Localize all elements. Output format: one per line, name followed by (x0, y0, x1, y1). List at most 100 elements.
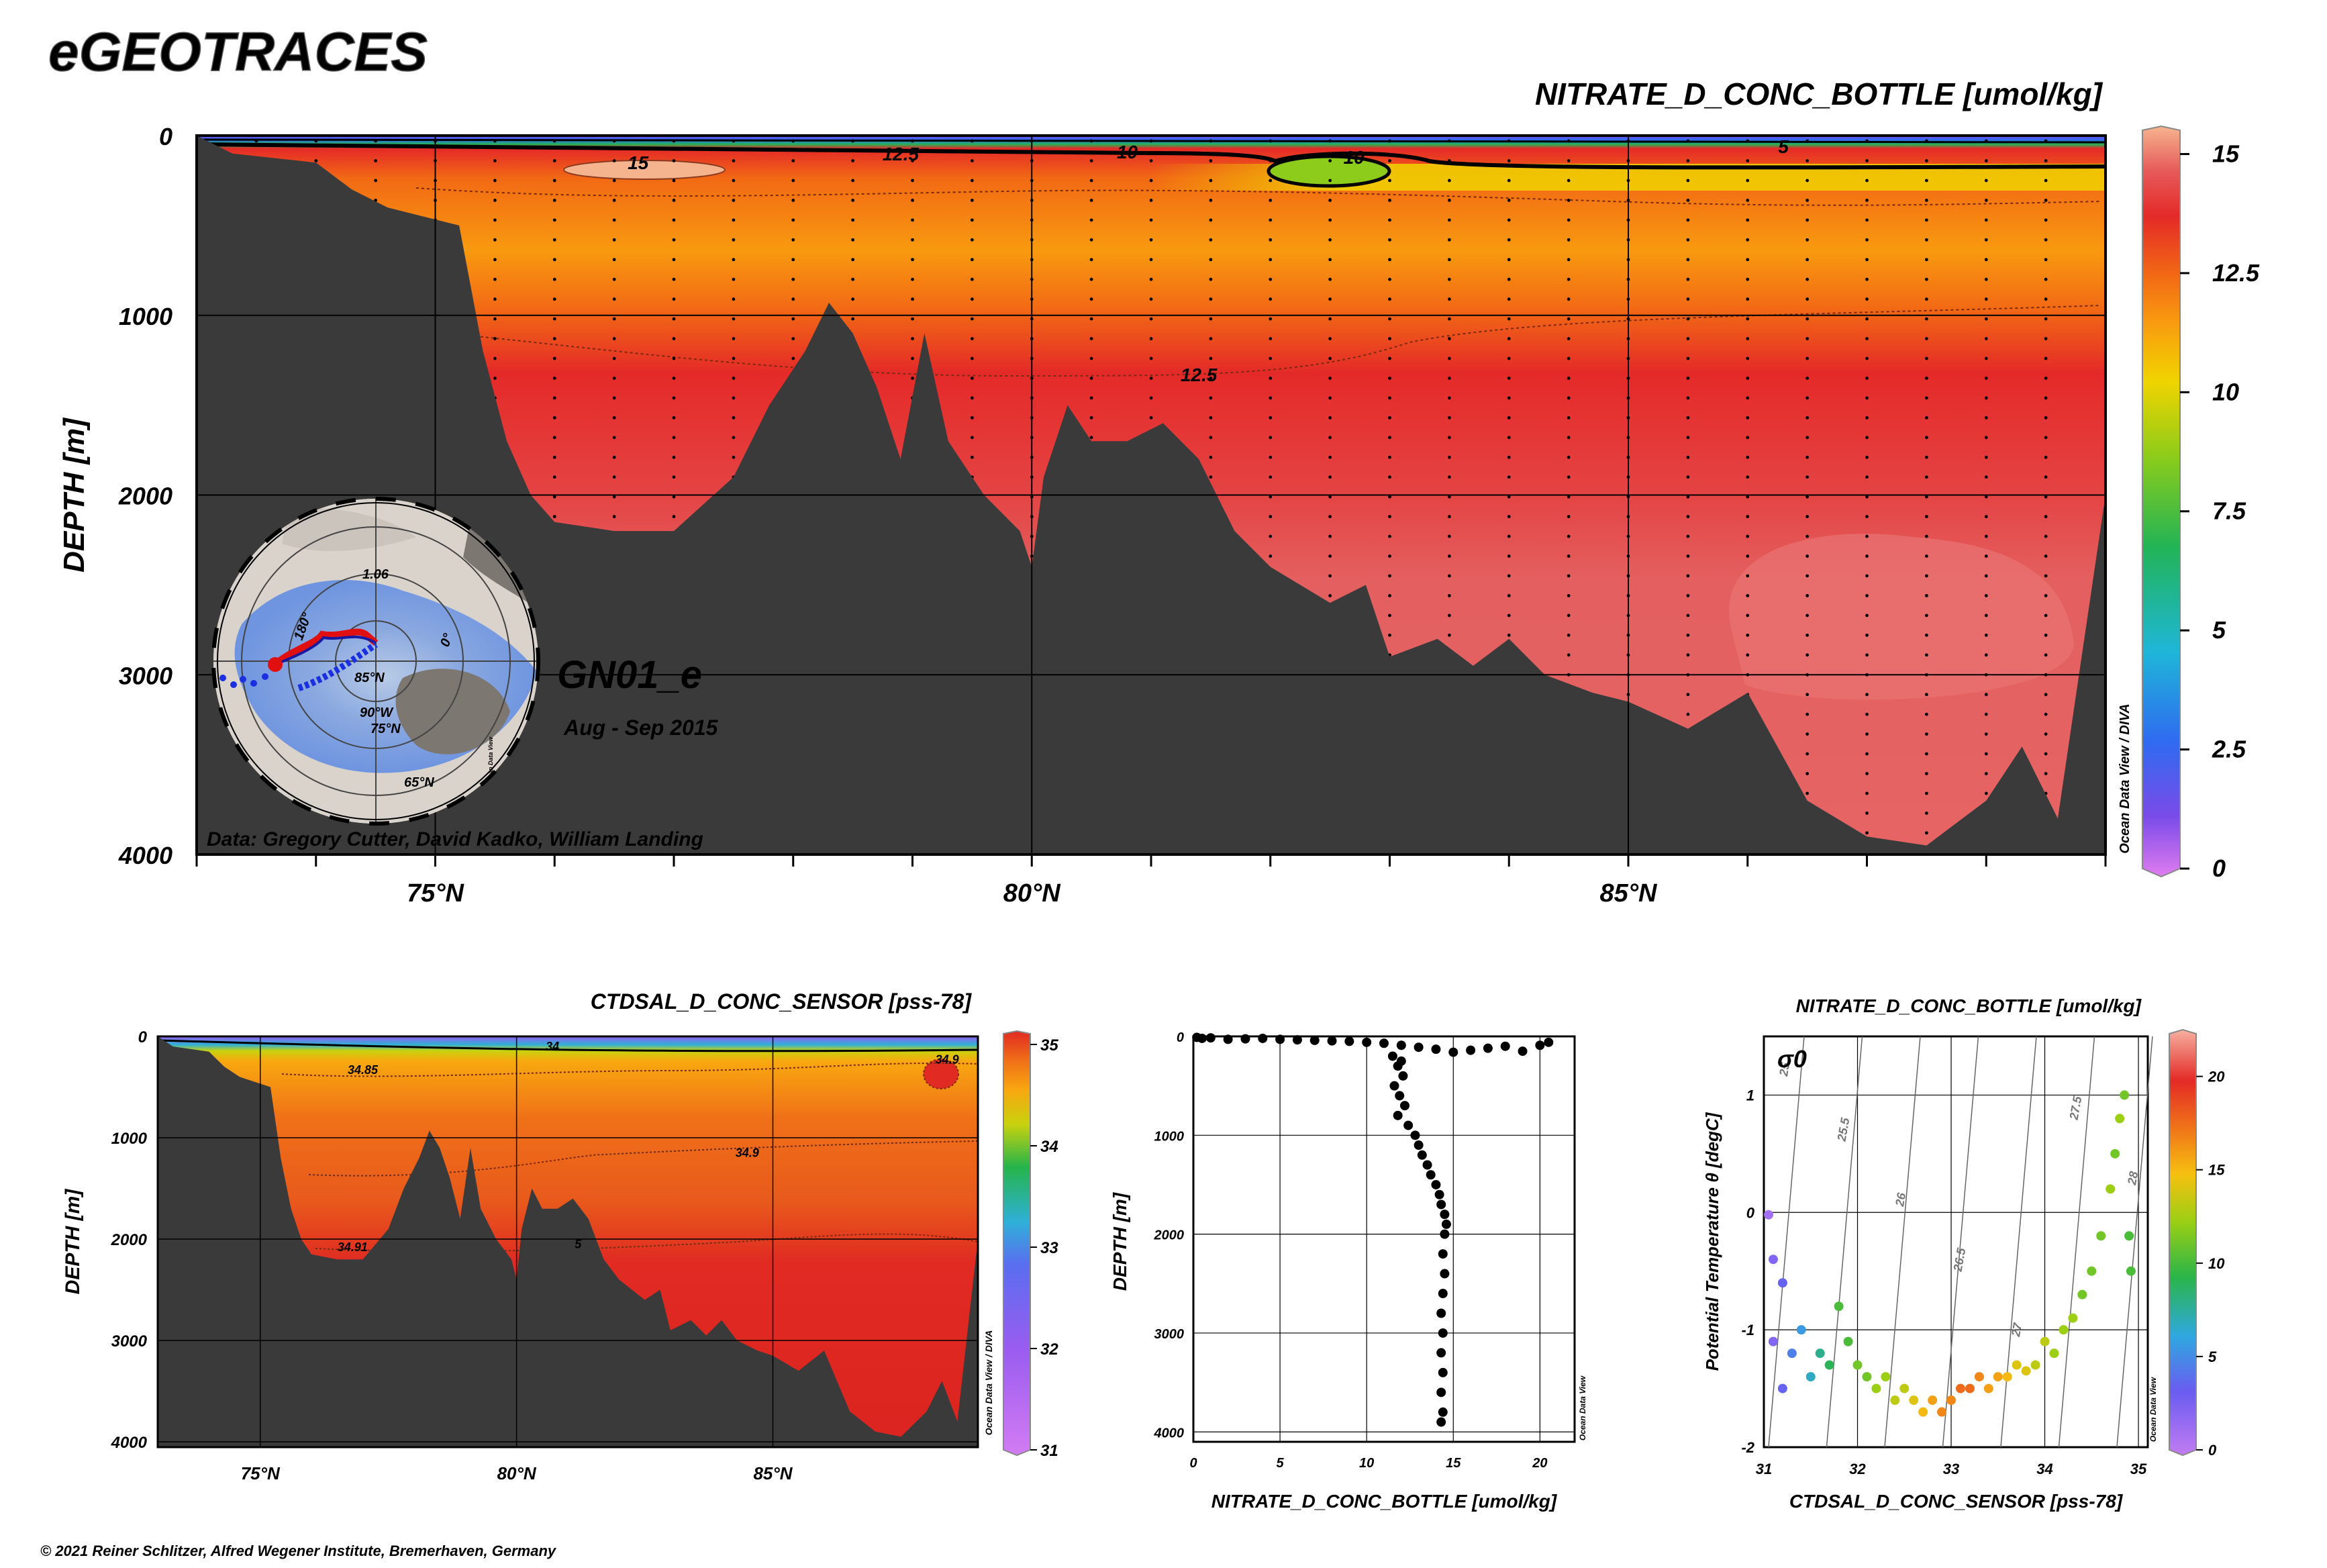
station-sample (493, 277, 497, 281)
station-sample (911, 238, 914, 242)
station-sample (1865, 554, 1869, 558)
station-sample (1269, 495, 1273, 499)
station-sample (1328, 574, 1332, 578)
profile-point (1518, 1046, 1528, 1057)
station-sample (493, 356, 497, 360)
station-sample (1328, 495, 1332, 499)
salinity-contour-labels: 34 34.85 34.9 34.9 34.91 5 (338, 1040, 959, 1254)
station-sample (1984, 337, 1988, 340)
colorbar-tick-label: 2.5 (2212, 736, 2246, 763)
station-sample (1746, 159, 1750, 162)
ts-point (2126, 1266, 2136, 1276)
station-sample (970, 159, 974, 162)
station-sample (2044, 475, 2048, 479)
station-sample (552, 159, 556, 162)
station-sample (1805, 693, 1810, 697)
profile-point (1197, 1033, 1207, 1043)
station-sample (672, 297, 676, 301)
ts-point (1796, 1325, 1806, 1335)
section-axes: 0 1000 2000 3000 4000 75°N 80°N 85°N (118, 123, 2107, 908)
station-sample (552, 179, 556, 183)
station-sample (2044, 653, 2048, 657)
station-sample (1388, 415, 1391, 420)
cruise-track-blue (275, 635, 377, 666)
station-sample (1388, 317, 1391, 321)
section-xtick-label: 75°N (407, 879, 464, 908)
station-sample (1924, 554, 1928, 558)
station-sample (1984, 238, 1988, 242)
station-sample (612, 258, 616, 262)
station-sample (1507, 475, 1511, 479)
station-sample (2044, 218, 2048, 222)
station-sample (1388, 534, 1391, 538)
station-sample (1089, 218, 1093, 222)
station-sample (1507, 317, 1511, 321)
station-sample (1209, 337, 1213, 340)
ts-point (1955, 1383, 1965, 1393)
station-sample (1924, 614, 1928, 618)
station-sample (1328, 436, 1332, 440)
station-sample (1924, 693, 1928, 697)
profile-point (1387, 1051, 1397, 1061)
station-sample (1209, 258, 1213, 262)
station-sample (1089, 337, 1093, 340)
station-sample (1328, 337, 1332, 340)
colorbar-body (2142, 125, 2181, 878)
profile-point (1309, 1035, 1320, 1045)
station-sample (1567, 653, 1571, 657)
station-sample (732, 198, 736, 202)
isopycnal-label: 27 (2009, 1322, 2025, 1338)
station-sample (672, 198, 676, 202)
station-sample (970, 337, 974, 340)
station-sample (1447, 495, 1451, 499)
station-sample (2044, 712, 2048, 716)
station-sample (1149, 297, 1153, 301)
station-sample (1567, 554, 1571, 558)
station-sample (970, 297, 974, 301)
station-sample (911, 218, 914, 222)
station-sample (552, 139, 556, 143)
station-sample (1328, 218, 1332, 222)
station-sample (612, 238, 616, 242)
station-sample (672, 139, 676, 143)
station-sample (1447, 337, 1451, 340)
ts-diagram-panel: NITRATE_D_CONC_BOTTLE [umol/kg] 31 32 33 34… (1702, 995, 2225, 1512)
station-sample (1984, 356, 1988, 360)
station-sample (1567, 475, 1571, 479)
profile-point (1422, 1160, 1432, 1170)
station-sample (1805, 139, 1810, 143)
station-sample (851, 159, 855, 162)
ts-xtick-label: 32 (1849, 1461, 1866, 1477)
station-sample (1507, 495, 1511, 499)
ts-colorbar-tick-label: 0 (2208, 1442, 2217, 1459)
station-sample (1149, 179, 1153, 183)
station-sample (1865, 515, 1869, 519)
high-nitrate-core (563, 160, 726, 180)
ts-point (2002, 1372, 2012, 1382)
profile-point (1448, 1047, 1458, 1057)
station-sample (2044, 574, 2048, 578)
station-sample (1567, 534, 1571, 538)
station-sample (1567, 356, 1571, 360)
ts-title: NITRATE_D_CONC_BOTTLE [umol/kg] (1796, 995, 2142, 1016)
station-sample (314, 139, 318, 143)
station-sample (791, 139, 795, 143)
station-sample (2044, 297, 2048, 301)
station-sample (1746, 436, 1750, 440)
station-sample (1805, 495, 1810, 499)
station-sample (1984, 614, 1988, 618)
station-sample (1328, 515, 1332, 519)
station-sample (2044, 693, 2048, 697)
station-sample (552, 356, 556, 360)
profile-point (1438, 1407, 1448, 1417)
salinity-ytick-label: 2000 (111, 1231, 148, 1249)
station-sample (1388, 277, 1391, 281)
station-sample (1746, 297, 1750, 301)
station-sample (672, 495, 676, 499)
ts-point (1815, 1349, 1825, 1359)
station-sample (1984, 534, 1988, 538)
station-sample (1865, 772, 1869, 775)
station-sample (970, 139, 974, 143)
station-sample (672, 436, 676, 440)
